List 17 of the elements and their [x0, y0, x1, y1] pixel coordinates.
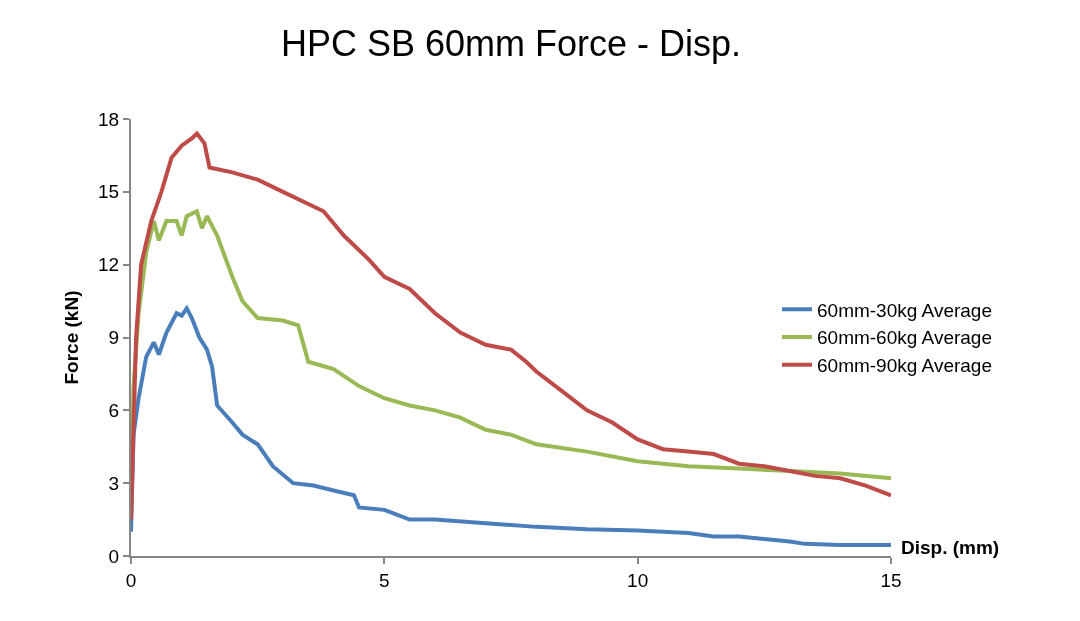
legend-label: 60mm-90kg Average [817, 355, 992, 377]
chart-title: HPC SB 60mm Force - Disp. [280, 23, 742, 65]
legend-label: 60mm-60kg Average [817, 327, 992, 349]
x-tick-label: 5 [379, 569, 390, 591]
x-axis-title: Disp. (mm) [901, 537, 1000, 558]
x-tick-label: 0 [125, 569, 137, 591]
x-tick-label: 10 [627, 569, 649, 591]
y-tick-label: 9 [108, 327, 120, 349]
y-tick-label: 12 [98, 254, 120, 276]
y-axis-title: Force (kN) [61, 290, 83, 385]
y-tick-label: 0 [108, 545, 120, 567]
x-tick-label: 15 [880, 569, 902, 591]
y-tick-label: 15 [98, 181, 120, 203]
y-tick-label: 18 [98, 108, 120, 130]
y-tick-label: 6 [108, 399, 120, 421]
y-tick-label: 3 [108, 472, 120, 494]
legend-label: 60mm-30kg Average [817, 299, 992, 321]
